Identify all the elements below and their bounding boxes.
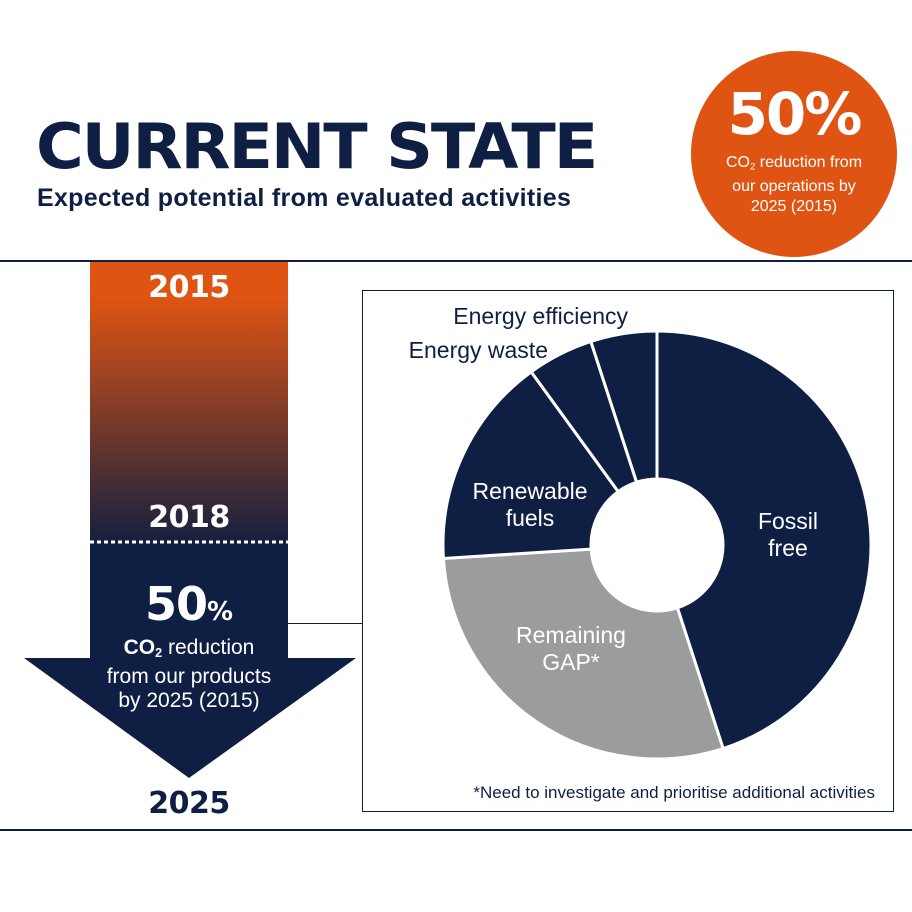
badge-caption: CO2 reduction from our operations by 202…: [691, 153, 897, 217]
badge-co: CO: [725, 154, 750, 171]
badge-line2: our operations by: [732, 178, 856, 196]
badge-line3: 2025 (2015): [750, 198, 838, 216]
donut-chart: Fossil free Remaining GAP* Renewable fuels Ene…: [409, 303, 873, 761]
donut-label-line: free: [768, 535, 808, 561]
donut-slice-1: [441, 547, 726, 761]
arrow-gradient-shaft: [90, 262, 288, 543]
badge-co-sub: 2: [749, 161, 756, 173]
products-line3: by 2025 (2015): [118, 689, 260, 713]
donut-label-0: Fossil free: [758, 508, 818, 561]
arrow-head: [24, 543, 356, 778]
page-title: CURRENT STATE: [36, 110, 598, 183]
chart-panel: Fossil free Remaining GAP* Renewable fuels Ene…: [362, 290, 894, 812]
year-2015: 2015: [148, 270, 230, 305]
donut-label-line: Fossil: [758, 508, 818, 534]
year-2025: 2025: [148, 786, 230, 821]
donut-label-line: GAP*: [542, 649, 600, 675]
products-percent-number: 50: [144, 577, 208, 631]
products-co: CO: [123, 636, 156, 659]
products-percent: 50%: [90, 578, 288, 630]
donut-label-2: Renewable fuels: [472, 478, 587, 531]
badge-percent: 50%: [727, 80, 863, 148]
donut-label-1: Remaining GAP*: [516, 622, 626, 675]
donut-slice-4: [588, 329, 659, 485]
donut-label-3: Energy waste: [409, 337, 548, 363]
products-percent-symbol: %: [206, 597, 234, 627]
chart-connector-line: [288, 623, 362, 624]
chart-footnote: *Need to investigate and prioritise addi…: [473, 783, 875, 802]
donut-label-4: Energy efficiency: [453, 303, 628, 329]
donut-label-line: Energy waste: [409, 337, 548, 363]
products-co-sub: 2: [155, 646, 163, 661]
badge-line1: reduction from: [755, 154, 863, 171]
products-caption: CO2 reduction from our products by 2025 …: [60, 636, 318, 713]
year-2018: 2018: [148, 500, 230, 535]
donut-slice-2: [441, 369, 621, 561]
donut-label-line: Renewable: [472, 478, 587, 504]
donut-label-line: Energy efficiency: [453, 303, 628, 329]
products-line2: from our products: [106, 665, 272, 689]
donut-label-line: fuels: [506, 505, 555, 531]
operations-target-badge: 50% CO2 reduction from our operations by…: [691, 51, 897, 257]
bottom-divider: [0, 829, 912, 831]
top-divider: [0, 260, 912, 262]
donut-slice-0: [655, 329, 873, 751]
donut-label-line: Remaining: [516, 622, 626, 648]
page-subtitle: Expected potential from evaluated activi…: [37, 184, 572, 212]
products-line1: reduction: [162, 636, 255, 659]
